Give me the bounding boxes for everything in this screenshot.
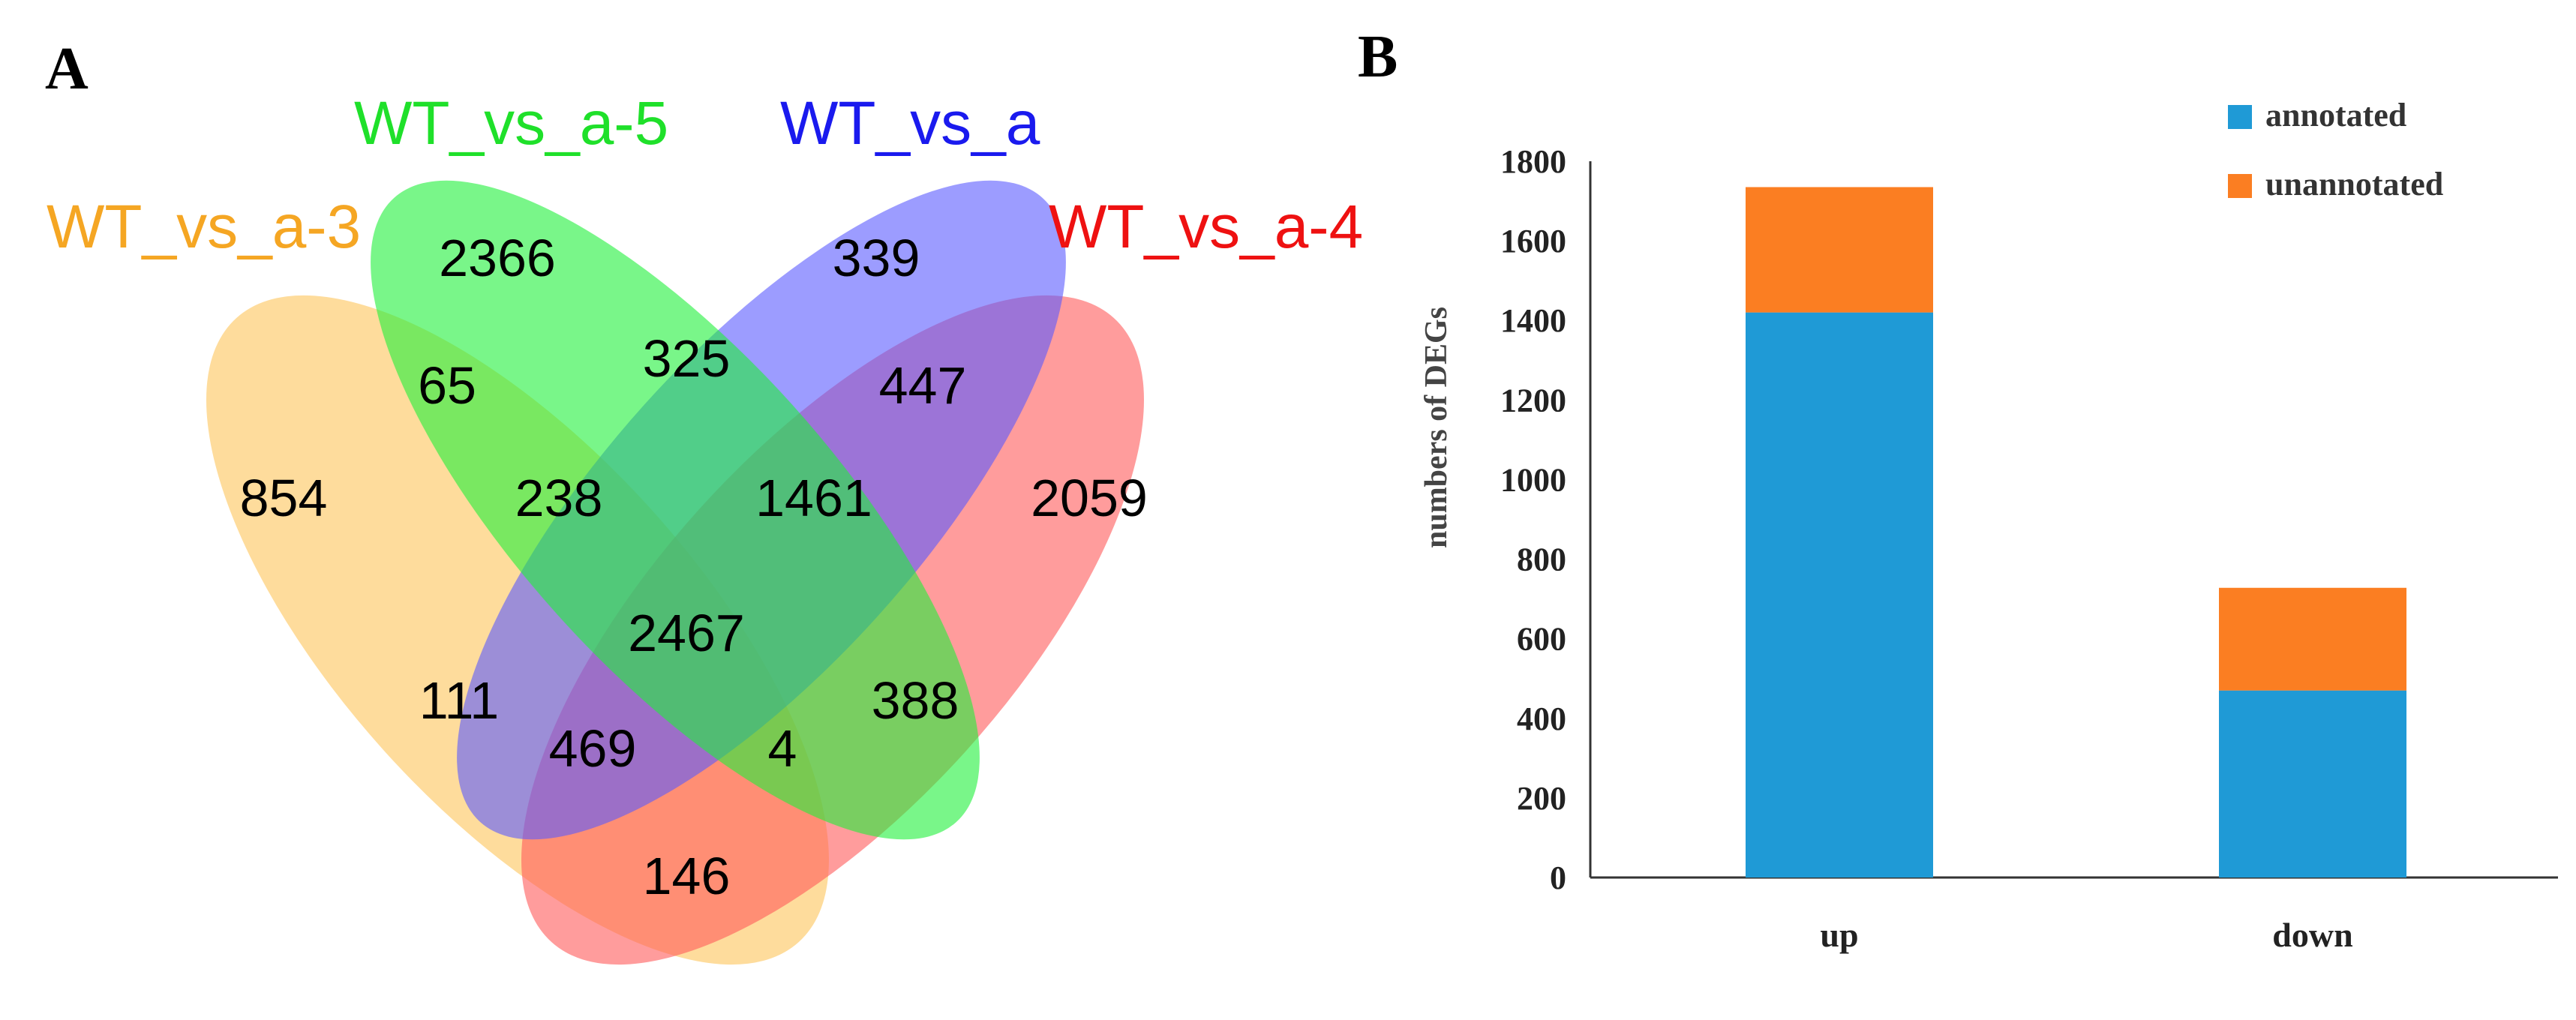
- venn-region-value: 111: [419, 671, 499, 730]
- bar-chart-panel: B numbers of DEGs 0 200 400 600 800 1000 1200 1…: [1358, 24, 2558, 954]
- venn-region-value: 65: [418, 356, 476, 415]
- y-tick-labels: 0 200 400 600 800 1000 1200 1400 1600 1800: [1500, 143, 1566, 896]
- venn-set-label-wt-vs-a-3: WT_vs_a-3: [47, 193, 361, 261]
- y-tick-label: 800: [1517, 542, 1566, 578]
- bar-up-unannotated: [1746, 187, 1933, 313]
- y-tick-label: 1000: [1500, 461, 1566, 498]
- bars: [1746, 187, 2406, 878]
- y-tick-label: 0: [1550, 860, 1566, 896]
- venn-region-value: 325: [643, 329, 731, 388]
- venn-region-value: 1461: [755, 469, 872, 527]
- venn-region-value: 2059: [1031, 469, 1148, 527]
- legend-swatch-unannotated: [2228, 174, 2252, 198]
- y-tick-label: 400: [1517, 700, 1566, 737]
- venn-region-value: 854: [240, 469, 328, 527]
- legend-label-annotated: annotated: [2265, 97, 2406, 134]
- y-tick-label: 1200: [1500, 382, 1566, 418]
- y-tick-label: 1600: [1500, 223, 1566, 260]
- y-axis-title: numbers of DEGs: [1419, 307, 1454, 548]
- y-tick-label: 200: [1517, 780, 1566, 817]
- venn-region-value: 146: [643, 847, 731, 905]
- venn-region-value: 2366: [439, 229, 556, 287]
- venn-region-value: 469: [549, 719, 637, 778]
- venn-region-value: 4: [768, 719, 797, 778]
- legend-swatch-annotated: [2228, 105, 2252, 129]
- venn-set-label-wt-vs-a-5: WT_vs_a-5: [354, 89, 668, 158]
- panel-letter-b: B: [1358, 24, 1398, 90]
- venn-region-value: 2467: [628, 604, 745, 662]
- venn-set-ellipse-wt-vs-a-5: [371, 180, 980, 840]
- legend-label-unannotated: unannotated: [2265, 166, 2443, 202]
- venn-set-label-wt-vs-a-4: WT_vs_a-4: [1049, 193, 1363, 261]
- bar-down-unannotated: [2219, 587, 2406, 691]
- y-tick-label: 600: [1517, 621, 1566, 658]
- venn-region-value: 388: [872, 671, 959, 730]
- venn-region-value: 238: [515, 469, 603, 527]
- bar-up-annotated: [1746, 312, 1933, 878]
- venn-region-value: 447: [879, 356, 967, 415]
- panel-letter-a: A: [45, 36, 89, 102]
- venn-set-label-wt-vs-a: WT_vs_a: [780, 89, 1040, 158]
- venn-region-value: 339: [833, 229, 920, 287]
- x-tick-label-up: up: [1820, 916, 1858, 954]
- y-tick-label: 1400: [1500, 302, 1566, 339]
- y-tick-label: 1800: [1500, 143, 1566, 180]
- x-tick-label-down: down: [2272, 916, 2352, 954]
- bar-down-annotated: [2219, 690, 2406, 878]
- venn-panel: A WT_vs_a-3 WT_vs_a-5 WT_vs_a WT_vs_a-4 …: [45, 36, 1363, 965]
